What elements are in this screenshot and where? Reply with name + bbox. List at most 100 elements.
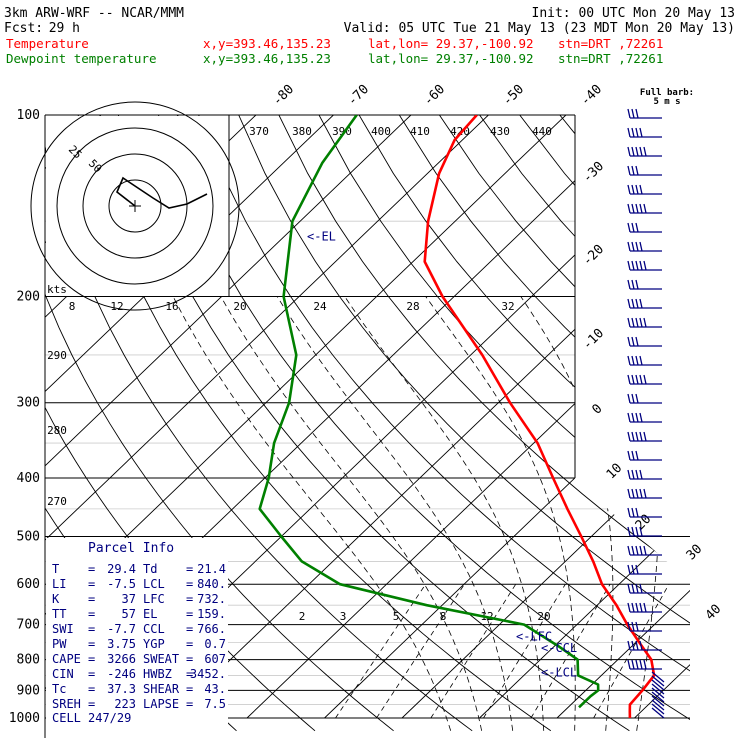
hodograph: kts 25 50 bbox=[30, 101, 240, 311]
dry-adiabat bbox=[679, 115, 690, 732]
wind-barb bbox=[651, 703, 665, 715]
parcel-key: SWI bbox=[52, 622, 74, 636]
parcel-value: 43. bbox=[204, 682, 226, 696]
parcel-key: SHEAR bbox=[143, 682, 180, 696]
isotherm bbox=[45, 115, 412, 719]
isotherm bbox=[556, 115, 690, 719]
parcel-eq: = bbox=[88, 622, 95, 636]
wind-barb bbox=[651, 675, 665, 687]
temperature-tick-label: 0 bbox=[589, 401, 605, 417]
dry-adiabat bbox=[720, 115, 740, 731]
parcel-key: LAPSE bbox=[143, 697, 179, 711]
hodograph-ring bbox=[30, 101, 240, 311]
parcel-key: LI bbox=[52, 577, 66, 591]
mixing-ratio-label: 20 bbox=[233, 300, 246, 313]
parcel-key: YGP bbox=[143, 637, 165, 651]
dry-adiabat bbox=[77, 115, 552, 732]
mixing-ratio-label: 16 bbox=[165, 300, 178, 313]
dry-adiabat bbox=[559, 115, 690, 732]
temperature-tick-label: 30 bbox=[684, 542, 706, 564]
dry-adiabat bbox=[198, 115, 690, 732]
level-marker-lcl: <-LCL bbox=[541, 665, 577, 679]
init-time: Init: 00 UTC Mon 20 May 13 bbox=[532, 6, 736, 21]
isotherm bbox=[712, 115, 740, 718]
dry-adiabat bbox=[117, 115, 630, 732]
parcel-value: 3266 bbox=[107, 652, 136, 666]
parcel-key: CIN bbox=[52, 667, 74, 681]
temperature-profile bbox=[423, 115, 656, 719]
cell-value: 247/29 bbox=[88, 711, 131, 725]
parcel-key: LCL bbox=[143, 577, 165, 591]
parcel-key: HWBZ bbox=[143, 667, 172, 681]
dry-adiabat bbox=[278, 115, 690, 732]
isotherm bbox=[45, 115, 489, 719]
parcel-key: CAPE bbox=[52, 652, 81, 666]
mixing-ratio-label: 3 bbox=[340, 610, 347, 623]
mixing-ratio-line bbox=[335, 584, 426, 719]
wind-barb bbox=[651, 671, 665, 683]
parcel-value: 607 bbox=[204, 652, 226, 666]
parcel-eq: = bbox=[186, 682, 193, 696]
hodograph-trace bbox=[116, 176, 208, 209]
parcel-value: 37 bbox=[122, 592, 136, 606]
parcel-eq: = bbox=[88, 667, 95, 681]
temperature-station: stn=DRT ,72261 bbox=[558, 36, 663, 51]
temperature-tick-label: 40 bbox=[703, 602, 725, 624]
dry-adiabat bbox=[519, 115, 690, 732]
mixing-ratio-label: 24 bbox=[313, 300, 327, 313]
parcel-key: TT bbox=[52, 607, 66, 621]
parcel-eq: = bbox=[88, 577, 95, 591]
theta-label: 430 bbox=[490, 125, 510, 138]
pressure-tick-label: 800 bbox=[17, 653, 40, 668]
hodograph-units: kts bbox=[47, 283, 67, 296]
theta-label: 440 bbox=[532, 125, 552, 138]
cell-label: CELL bbox=[52, 711, 81, 725]
parcel-key: Td bbox=[143, 562, 157, 576]
parcel-eq: = bbox=[88, 682, 95, 696]
model-title: 3km ARW-WRF -- NCAR/MMM bbox=[4, 6, 184, 21]
level-marker-el: <-EL bbox=[307, 229, 336, 243]
parcel-key: PW bbox=[52, 637, 67, 651]
parcel-value: 732. bbox=[197, 592, 226, 606]
wind-barb bbox=[651, 687, 665, 699]
pressure-tick-label: 500 bbox=[17, 530, 40, 545]
mixing-ratio-label: 28 bbox=[406, 300, 419, 313]
wind-barb bbox=[651, 699, 665, 711]
mixing-ratio-line bbox=[593, 584, 670, 719]
mixing-ratio-label: 20 bbox=[537, 610, 550, 623]
theta-label: 370 bbox=[249, 125, 269, 138]
temperature-legend: Temperature bbox=[6, 36, 89, 51]
temperature-tick-label: -40 bbox=[578, 82, 605, 109]
pressure-tick-label: 400 bbox=[17, 471, 40, 486]
theta-label: 290 bbox=[47, 349, 67, 362]
mixing-ratio-label: 32 bbox=[501, 300, 514, 313]
wind-barb bbox=[651, 695, 665, 707]
level-marker-lfc: <-LFC bbox=[516, 629, 552, 643]
parcel-key: Tc bbox=[52, 682, 66, 696]
mixing-ratio-line bbox=[483, 584, 566, 719]
parcel-key: T bbox=[52, 562, 59, 576]
wind-barb bbox=[651, 683, 665, 695]
forecast-hours: 29 h bbox=[49, 21, 80, 36]
level-marker-ccl: <-CCL bbox=[541, 641, 577, 655]
parcel-value: 766. bbox=[197, 622, 226, 636]
parcel-eq: = bbox=[186, 592, 193, 606]
dry-adiabat bbox=[639, 115, 690, 732]
pressure-tick-label: 600 bbox=[17, 577, 40, 592]
parcel-value: 159. bbox=[197, 607, 226, 621]
temperature-tick-label: -70 bbox=[345, 82, 372, 109]
isotherm bbox=[479, 115, 690, 719]
parcel-value: 7.5 bbox=[204, 697, 226, 711]
valid-time: Valid: 05 UTC Tue 21 May 13 (23 MDT Mon … bbox=[344, 21, 735, 36]
moist-adiabat bbox=[220, 296, 483, 731]
dry-adiabat bbox=[358, 115, 690, 732]
moist-adiabat bbox=[276, 296, 514, 731]
moist-adiabat bbox=[425, 296, 576, 731]
parcel-value: 21.4 bbox=[197, 562, 226, 576]
temperature-tick-label: -20 bbox=[580, 242, 607, 269]
parcel-value: 37.3 bbox=[107, 682, 136, 696]
barb-note-title: Full barb: bbox=[640, 88, 694, 98]
mixing-ratio-label: 2 bbox=[299, 610, 306, 623]
parcel-value: 29.4 bbox=[107, 562, 136, 576]
